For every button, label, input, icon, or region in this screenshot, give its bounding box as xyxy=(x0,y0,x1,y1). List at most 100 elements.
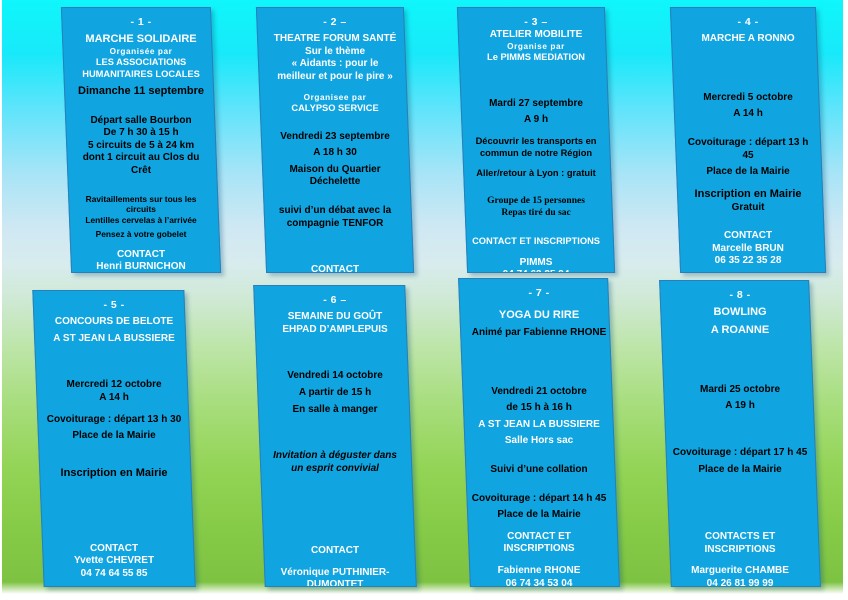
event-card-8[interactable]: - 8 - BOWLING A ROANNE Mardi 25 octobre … xyxy=(659,280,821,587)
event-date: Vendredi 14 octobre xyxy=(287,370,383,382)
detail-line: 5 circuits de 5 à 24 km xyxy=(87,139,195,151)
carpool-line: Covoiturage : départ 17 h 45 xyxy=(672,447,808,459)
organizer-label: Organisee par xyxy=(303,92,367,102)
highlight-line: suivi d’un débat avec la xyxy=(278,204,392,216)
event-card-6[interactable]: - 6 – SEMAINE DU GOÛT EHPAD D’AMPLEPUIS … xyxy=(253,285,417,587)
card-title: MARCHE SOLIDAIRE xyxy=(85,33,197,46)
carpool-place: Place de la Mairie xyxy=(72,430,156,442)
contact-name-cont: DUMONTET xyxy=(306,579,364,587)
contact-label: CONTACT ET INSCRIPTIONS xyxy=(472,235,600,246)
contact-phone: 04 74 64 55 85 xyxy=(80,567,148,579)
contact-label: CONTACT xyxy=(89,542,139,554)
contact-name: Fabienne RHONE xyxy=(497,564,581,576)
event-card-7[interactable]: - 7 - YOGA DU RIRE Animé par Fabienne RH… xyxy=(458,278,620,587)
frame-edge-right xyxy=(843,0,848,600)
card-title: BOWLING xyxy=(713,306,767,319)
card-title: CONCOURS DE BELOTE xyxy=(54,316,174,328)
event-date: Vendredi 23 septembre xyxy=(280,130,390,142)
card-number: - 4 - xyxy=(737,16,759,28)
frame-edge-left xyxy=(0,0,2,600)
contact-phone: 06 74 34 53 04 xyxy=(505,577,573,587)
note-line: Découvrir les transports en xyxy=(475,135,597,146)
card-location: EHPAD D’AMPLEPUIS xyxy=(282,323,388,335)
note-line: Ravitaillements sur tous les circuits xyxy=(85,193,197,215)
card-number: - 2 – xyxy=(323,16,347,28)
event-time: A partir de 15 h xyxy=(298,386,372,398)
event-time: A 14 h xyxy=(99,391,129,403)
registration-line: Inscription en Mairie xyxy=(60,466,168,479)
note-line: Aller/retour à Lyon : gratuit xyxy=(476,168,596,179)
contact-label: CONTACT xyxy=(116,248,166,260)
card-title: SEMAINE DU GOÛT xyxy=(287,311,383,323)
organizer-label: Organisée par xyxy=(109,46,173,56)
contact-phone: 04 26 81 99 99 xyxy=(706,578,774,587)
contact-label: CONTACT xyxy=(723,230,773,242)
organizer-line: CALYPSO SERVICE xyxy=(291,102,379,113)
contact-phone: 06 35 22 35 28 xyxy=(714,255,782,267)
event-date: Vendredi 21 octobre xyxy=(491,385,587,397)
carpool-line: Covoiturage : départ 13 h 30 xyxy=(46,413,182,425)
carpool-line: Covoiturage : départ 13 h 45 xyxy=(687,136,809,161)
event-time: A 9 h xyxy=(523,114,549,126)
registration-price: Gratuit xyxy=(731,201,765,213)
event-card-1[interactable]: - 1 - MARCHE SOLIDAIRE Organisée par LES… xyxy=(60,7,222,273)
organizer-label: Organise par xyxy=(507,41,565,51)
carpool-line: Covoiturage : départ 14 h 45 xyxy=(471,492,607,504)
event-place: A ST JEAN LA BUSSIERE xyxy=(478,418,600,430)
card-subtitle: Sur le thème xyxy=(305,45,366,57)
card-number: - 7 - xyxy=(528,287,550,299)
event-room: Salle Hors sac xyxy=(504,435,574,447)
event-place: Maison du Quartier Déchelette xyxy=(289,163,381,188)
contact-label: CONTACT xyxy=(310,264,360,273)
organizer-line: LES ASSOCIATIONS xyxy=(95,57,187,68)
contact-label: CONTACTS ET INSCRIPTIONS xyxy=(704,531,776,555)
event-time: A 14 h xyxy=(733,108,763,120)
organizer-line: HUMANITAIRES LOCALES xyxy=(82,69,200,80)
note-line: Pensez à votre gobelet xyxy=(95,229,187,240)
card-location: A ROANNE xyxy=(710,323,770,336)
event-date: Mardi 25 octobre xyxy=(700,383,781,395)
carpool-place: Place de la Mairie xyxy=(698,463,782,475)
registration-line: Inscription en Mairie xyxy=(694,187,802,200)
contact-name: Marguerite CHAMBE xyxy=(691,565,789,577)
contact-phone: 04 74 63 25 94 xyxy=(469,269,603,273)
contact-name: Henri BURNICHON xyxy=(96,261,186,273)
carpool-place: Place de la Mairie xyxy=(706,166,790,178)
contact-name: PIMMS xyxy=(519,256,553,268)
group-note-line: Repas tiré du sac xyxy=(501,208,571,219)
frame-edge-bottom xyxy=(0,595,848,600)
invitation-line: un esprit convivial xyxy=(291,462,379,474)
event-date: Mercredi 5 octobre xyxy=(703,91,793,103)
card-theme-line: meilleur et pour le pire » xyxy=(277,70,393,82)
event-date: Dimanche 11 septembre xyxy=(78,84,205,97)
card-title: ATELIER MOBILITE xyxy=(489,29,583,41)
group-note-line: Groupe de 15 personnes xyxy=(487,196,585,207)
event-place: En salle à manger xyxy=(292,403,378,415)
event-card-4[interactable]: - 4 - MARCHE A RONNO Mercredi 5 octobre … xyxy=(669,7,827,273)
card-number: - 3 – xyxy=(524,16,548,28)
event-date: Mardi 27 septembre xyxy=(489,97,584,109)
event-card-3[interactable]: - 3 – ATELIER MOBILITE Organise par Le P… xyxy=(456,7,616,273)
card-number: - 5 - xyxy=(103,299,125,311)
note-line: Suivi d’une collation xyxy=(490,463,588,475)
carpool-place: Place de la Mairie xyxy=(497,509,581,521)
card-subtitle: Animé par Fabienne RHONE xyxy=(471,326,607,338)
contact-label: CONTACT ET INSCRIPTIONS xyxy=(503,530,575,555)
event-card-5[interactable]: - 5 - CONCOURS DE BELOTE A ST JEAN LA BU… xyxy=(32,290,196,587)
invitation-line: Invitation à déguster dans xyxy=(273,450,397,462)
card-number: - 1 - xyxy=(130,16,152,28)
card-location: A ST JEAN LA BUSSIERE xyxy=(53,332,175,344)
contact-name: Marcelle BRUN xyxy=(712,242,784,254)
event-card-2[interactable]: - 2 – THEATRE FORUM SANTÉ Sur le thème «… xyxy=(255,7,415,273)
card-number: - 8 - xyxy=(729,289,751,301)
note-line: commun de notre Région xyxy=(479,147,593,158)
card-number: - 6 – xyxy=(323,294,347,306)
contact-name: Véronique PUTHINIER- xyxy=(280,566,390,578)
detail-line: De 7 h 30 à 15 h xyxy=(103,127,179,139)
event-date: Mercredi 12 octobre xyxy=(66,379,162,391)
contact-name: Yvette CHEVRET xyxy=(74,555,155,567)
card-title: YOGA DU RIRE xyxy=(498,309,580,322)
organizer-line: Le PIMMS MEDIATION xyxy=(487,52,586,63)
event-time: A 18 h 30 xyxy=(313,147,357,159)
